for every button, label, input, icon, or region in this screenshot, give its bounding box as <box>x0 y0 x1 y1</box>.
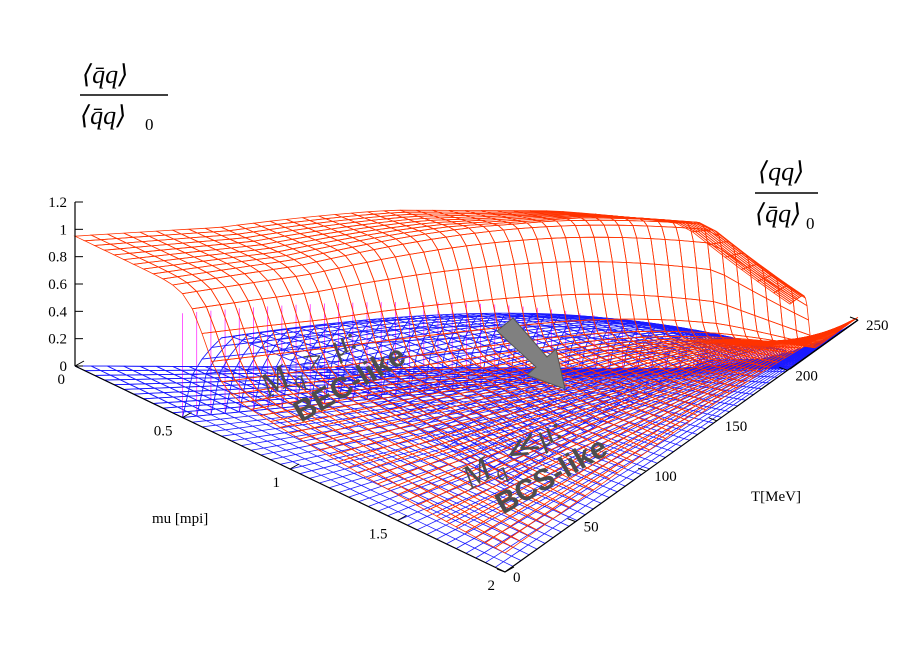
z-tick-label: 0.2 <box>48 332 67 348</box>
y-tick <box>638 467 647 472</box>
x-tick-label: 1.5 <box>369 527 388 543</box>
z-axis-fraction-label: ⟨q̄q⟩ ⟨q̄q⟩ 0 <box>80 60 168 134</box>
x-tick <box>397 515 407 521</box>
diquark-label-numerator: ⟨qq⟩ <box>758 157 804 186</box>
z-tick-label: 1 <box>60 222 68 238</box>
x-tick <box>289 463 300 470</box>
y-tick-label: 100 <box>654 469 677 485</box>
y-tick-label: 150 <box>725 419 748 435</box>
y-tick-label: 200 <box>795 368 818 384</box>
diquark-line <box>436 327 848 441</box>
z-tick-label: 0.8 <box>48 250 67 266</box>
y-tick-label: 0 <box>513 570 521 586</box>
z-tick-label: 1.2 <box>48 195 67 211</box>
x-tick <box>74 360 85 367</box>
diquark-line <box>397 331 842 417</box>
diquark-label-denominator: ⟨q̄q⟩ <box>755 199 801 228</box>
y-tick-label: 50 <box>584 520 599 536</box>
y-tick <box>779 366 788 371</box>
x-tick-label: 0.5 <box>154 424 173 440</box>
z-tick-label: 0.4 <box>48 304 67 320</box>
z-label-denominator: ⟨q̄q⟩ <box>80 101 126 130</box>
x-tick-label: 2 <box>488 578 496 594</box>
z-label-numerator: ⟨q̄q⟩ <box>82 60 128 89</box>
direction-arrow <box>496 317 566 390</box>
diquark-line <box>562 321 746 377</box>
y-tick <box>496 568 506 573</box>
z-label-denominator-sub: 0 <box>145 115 154 134</box>
x-axis-label: mu [mpi] <box>152 511 208 527</box>
chiral-cell <box>494 541 514 554</box>
y-tick <box>708 417 717 422</box>
diquark-line <box>692 353 810 370</box>
y-tick-label: 250 <box>866 318 889 334</box>
y-tick <box>567 518 576 523</box>
x-tick <box>182 412 192 418</box>
z-tick-label: 0.6 <box>48 277 67 293</box>
x-tick-label: 0 <box>58 372 66 388</box>
chiral-surface-mesh <box>73 209 859 554</box>
z-tick-label: 0 <box>60 359 68 375</box>
x-tick <box>504 566 515 573</box>
tick-labels: 0 0.2 0.4 0.6 0.8 1 1.2 0 0.5 1 1.5 2 0 50 100 150 200 25… <box>48 195 888 594</box>
x-tick-label: 1 <box>273 475 281 491</box>
y-axis-label: T[MeV] <box>751 489 801 505</box>
back-axis-line <box>789 319 859 370</box>
diquark-line <box>368 329 837 400</box>
y-tick <box>849 316 859 321</box>
diquark-label-denominator-sub: 0 <box>806 214 815 233</box>
diquark-fraction-label: ⟨qq⟩ ⟨q̄q⟩ 0 <box>755 157 818 233</box>
